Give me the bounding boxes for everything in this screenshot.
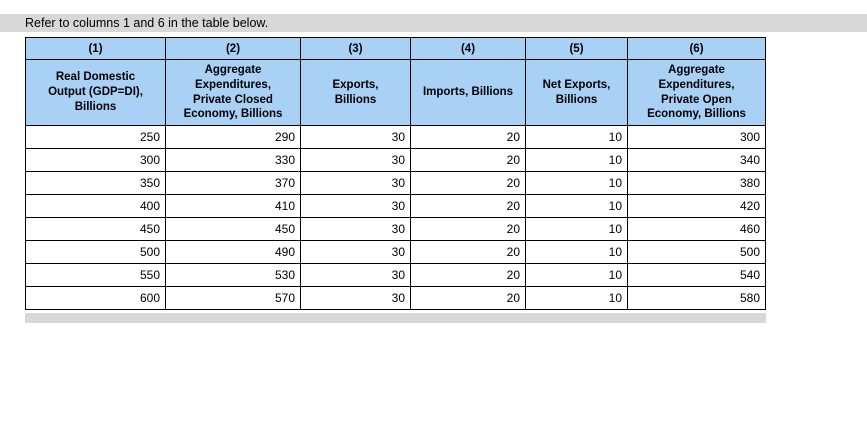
table-cell: 290 xyxy=(165,125,301,149)
table-cell: 30 xyxy=(300,194,411,218)
column-number-cell: (1) xyxy=(25,37,166,60)
table-cell: 340 xyxy=(627,148,766,172)
column-header-cell: Imports, Billions xyxy=(410,59,526,126)
table-cell: 250 xyxy=(25,125,166,149)
table-cell: 350 xyxy=(25,171,166,195)
table-cell: 530 xyxy=(165,263,301,287)
table-cell: 540 xyxy=(627,263,766,287)
table-row: 250 290 30 20 10 300 xyxy=(25,125,766,149)
table-cell: 10 xyxy=(525,263,628,287)
table-cell: 370 xyxy=(165,171,301,195)
table-row: 600 570 30 20 10 580 xyxy=(25,286,766,310)
economics-table: (1) (2) (3) (4) (5) (6) Real Domestic Ou… xyxy=(25,37,766,310)
table-cell: 20 xyxy=(410,217,526,241)
table-cell: 500 xyxy=(25,240,166,264)
table-row: 350 370 30 20 10 380 xyxy=(25,171,766,195)
table-cell: 20 xyxy=(410,240,526,264)
table-cell: 490 xyxy=(165,240,301,264)
bottom-strip xyxy=(25,313,766,323)
column-header-cell: Real Domestic Output (GDP=DI), Billions xyxy=(25,59,166,126)
table-cell: 30 xyxy=(300,125,411,149)
table-cell: 400 xyxy=(25,194,166,218)
column-number-row: (1) (2) (3) (4) (5) (6) xyxy=(25,37,766,60)
table-cell: 30 xyxy=(300,240,411,264)
table-cell: 410 xyxy=(165,194,301,218)
column-number-cell: (5) xyxy=(525,37,628,60)
table-cell: 30 xyxy=(300,148,411,172)
table-row: 300 330 30 20 10 340 xyxy=(25,148,766,172)
table-cell: 580 xyxy=(627,286,766,310)
table-cell: 20 xyxy=(410,171,526,195)
table-cell: 30 xyxy=(300,263,411,287)
table-cell: 10 xyxy=(525,171,628,195)
table-row: 450 450 30 20 10 460 xyxy=(25,217,766,241)
table-cell: 10 xyxy=(525,194,628,218)
table-cell: 300 xyxy=(627,125,766,149)
table-row: 500 490 30 20 10 500 xyxy=(25,240,766,264)
table-cell: 330 xyxy=(165,148,301,172)
table-cell: 10 xyxy=(525,125,628,149)
instruction-text: Refer to columns 1 and 6 in the table be… xyxy=(25,16,269,30)
table-cell: 450 xyxy=(165,217,301,241)
table-cell: 380 xyxy=(627,171,766,195)
table-cell: 10 xyxy=(525,286,628,310)
table-row: 400 410 30 20 10 420 xyxy=(25,194,766,218)
table-cell: 10 xyxy=(525,148,628,172)
table-cell: 500 xyxy=(627,240,766,264)
column-header-row: Real Domestic Output (GDP=DI), Billions … xyxy=(25,59,766,126)
table-cell: 20 xyxy=(410,148,526,172)
table-cell: 20 xyxy=(410,286,526,310)
table-row: 550 530 30 20 10 540 xyxy=(25,263,766,287)
column-number-cell: (4) xyxy=(410,37,526,60)
column-number-cell: (2) xyxy=(165,37,301,60)
column-header-cell: Aggregate Expenditures, Private Closed E… xyxy=(165,59,301,126)
table-cell: 20 xyxy=(410,194,526,218)
table-cell: 450 xyxy=(25,217,166,241)
table-cell: 300 xyxy=(25,148,166,172)
table-cell: 420 xyxy=(627,194,766,218)
table-cell: 30 xyxy=(300,286,411,310)
table-cell: 550 xyxy=(25,263,166,287)
column-header-cell: Net Exports, Billions xyxy=(525,59,628,126)
column-header-cell: Exports, Billions xyxy=(300,59,411,126)
table-cell: 20 xyxy=(410,263,526,287)
column-number-cell: (3) xyxy=(300,37,411,60)
column-header-cell: Aggregate Expenditures, Private Open Eco… xyxy=(627,59,766,126)
table-cell: 30 xyxy=(300,171,411,195)
table-cell: 600 xyxy=(25,286,166,310)
top-banner: Refer to columns 1 and 6 in the table be… xyxy=(0,14,867,32)
table-cell: 10 xyxy=(525,217,628,241)
table-cell: 570 xyxy=(165,286,301,310)
table-cell: 20 xyxy=(410,125,526,149)
table-cell: 30 xyxy=(300,217,411,241)
column-number-cell: (6) xyxy=(627,37,766,60)
table-cell: 10 xyxy=(525,240,628,264)
table-cell: 460 xyxy=(627,217,766,241)
